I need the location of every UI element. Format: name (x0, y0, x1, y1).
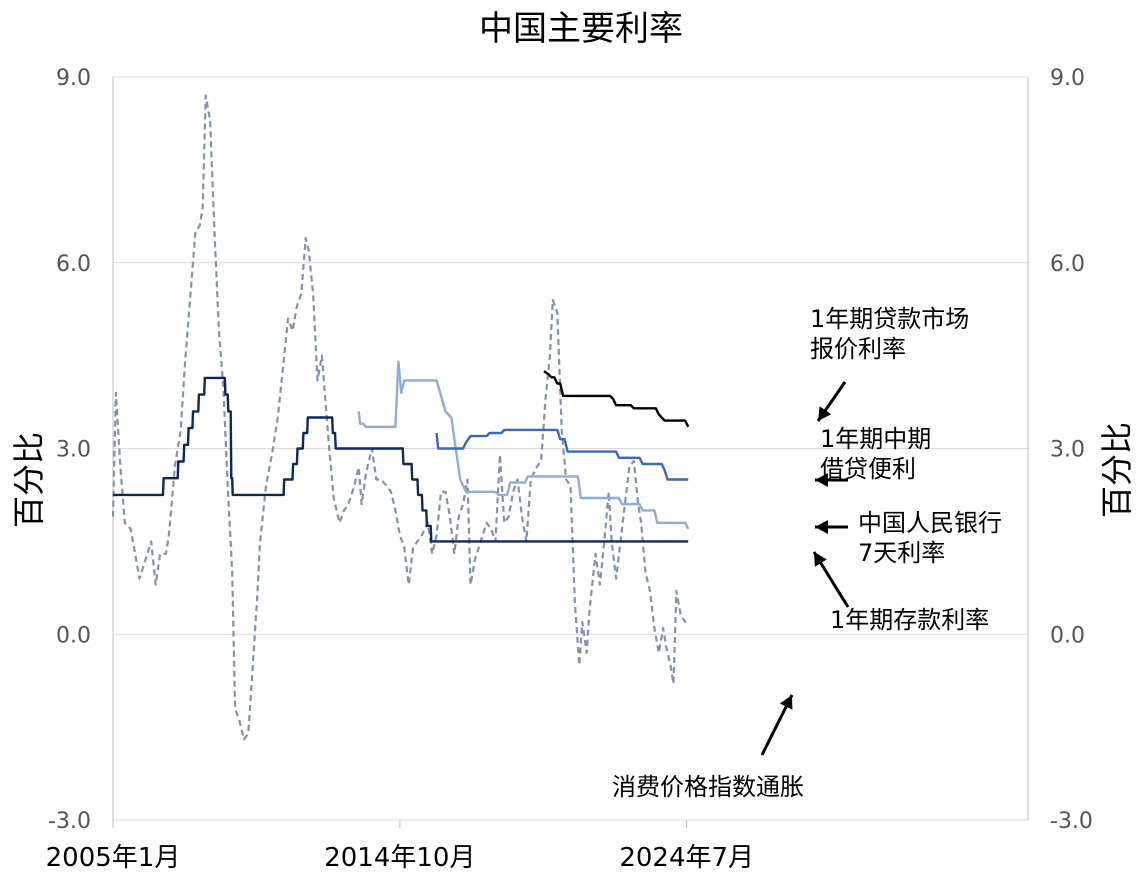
y-tick-label-right: 6.0 (1050, 252, 1085, 277)
y-ticks-right: -3.0 0.0 3.0 6.0 9.0 (1050, 66, 1093, 834)
y-axis-label-left: 百分比 (10, 432, 48, 528)
y-tick-label-right: 0.0 (1050, 623, 1085, 648)
series-line-lpr-rate (543, 370, 690, 428)
y-tick-label-left: 6.0 (56, 252, 91, 277)
y-tick-label-left: 3.0 (56, 438, 91, 463)
y-tick-label-left: -3.0 (48, 809, 91, 834)
y-tick-label-right: 9.0 (1050, 66, 1085, 91)
x-tick-label: 2005年1月 (46, 843, 181, 873)
annotation-pboc-line: 7天利率 (858, 539, 945, 567)
y-ticks-left: -3.0 0.0 3.0 6.0 9.0 (48, 66, 91, 834)
annotation-arrowhead-pboc (815, 520, 828, 534)
y-tick-label-right: -3.0 (1050, 809, 1093, 834)
series-group (111, 94, 690, 741)
x-tick-label: 2024年7月 (619, 843, 754, 873)
annotation-lpr-line: 报价利率 (810, 335, 906, 363)
y-tick-label-right: 3.0 (1050, 438, 1085, 463)
annotation-arrowhead-deposit (814, 552, 827, 567)
axes (112, 77, 1029, 820)
series-line-cpi-inflation (111, 94, 689, 741)
annotation-arrows (760, 381, 850, 756)
y-tick-label-left: 0.0 (56, 623, 91, 648)
annotation-arrowhead-lpr (818, 406, 832, 421)
annotation-pboc-line: 中国人民银行 (858, 509, 1002, 537)
annotation-arrowhead-mlf (815, 473, 828, 487)
annotation-deposit-line: 1年期存款利率 (830, 606, 989, 634)
x-tick-label: 2014年10月 (324, 843, 475, 873)
annotation-lpr-line: 1年期贷款市场 (810, 305, 969, 333)
annotation-mlf-line: 借贷便利 (820, 455, 916, 483)
gridlines (113, 76, 1028, 821)
chart-title: 中国主要利率 (479, 9, 683, 49)
annotation-mlf-line: 1年期中期 (820, 425, 931, 453)
series-line-pboc-7day-rate (357, 360, 690, 530)
x-ticks: 2005年1月 2014年10月 2024年7月 (46, 820, 754, 873)
series-line-deposit-rate (113, 376, 689, 543)
annotation-arrowhead-cpi (779, 695, 793, 710)
annotation-cpi-line: 消费价格指数通胀 (612, 773, 804, 801)
series-line-mlf-rate (435, 428, 689, 481)
y-tick-label-left: 9.0 (56, 66, 91, 91)
y-axis-label-right: 百分比 (1098, 422, 1136, 518)
